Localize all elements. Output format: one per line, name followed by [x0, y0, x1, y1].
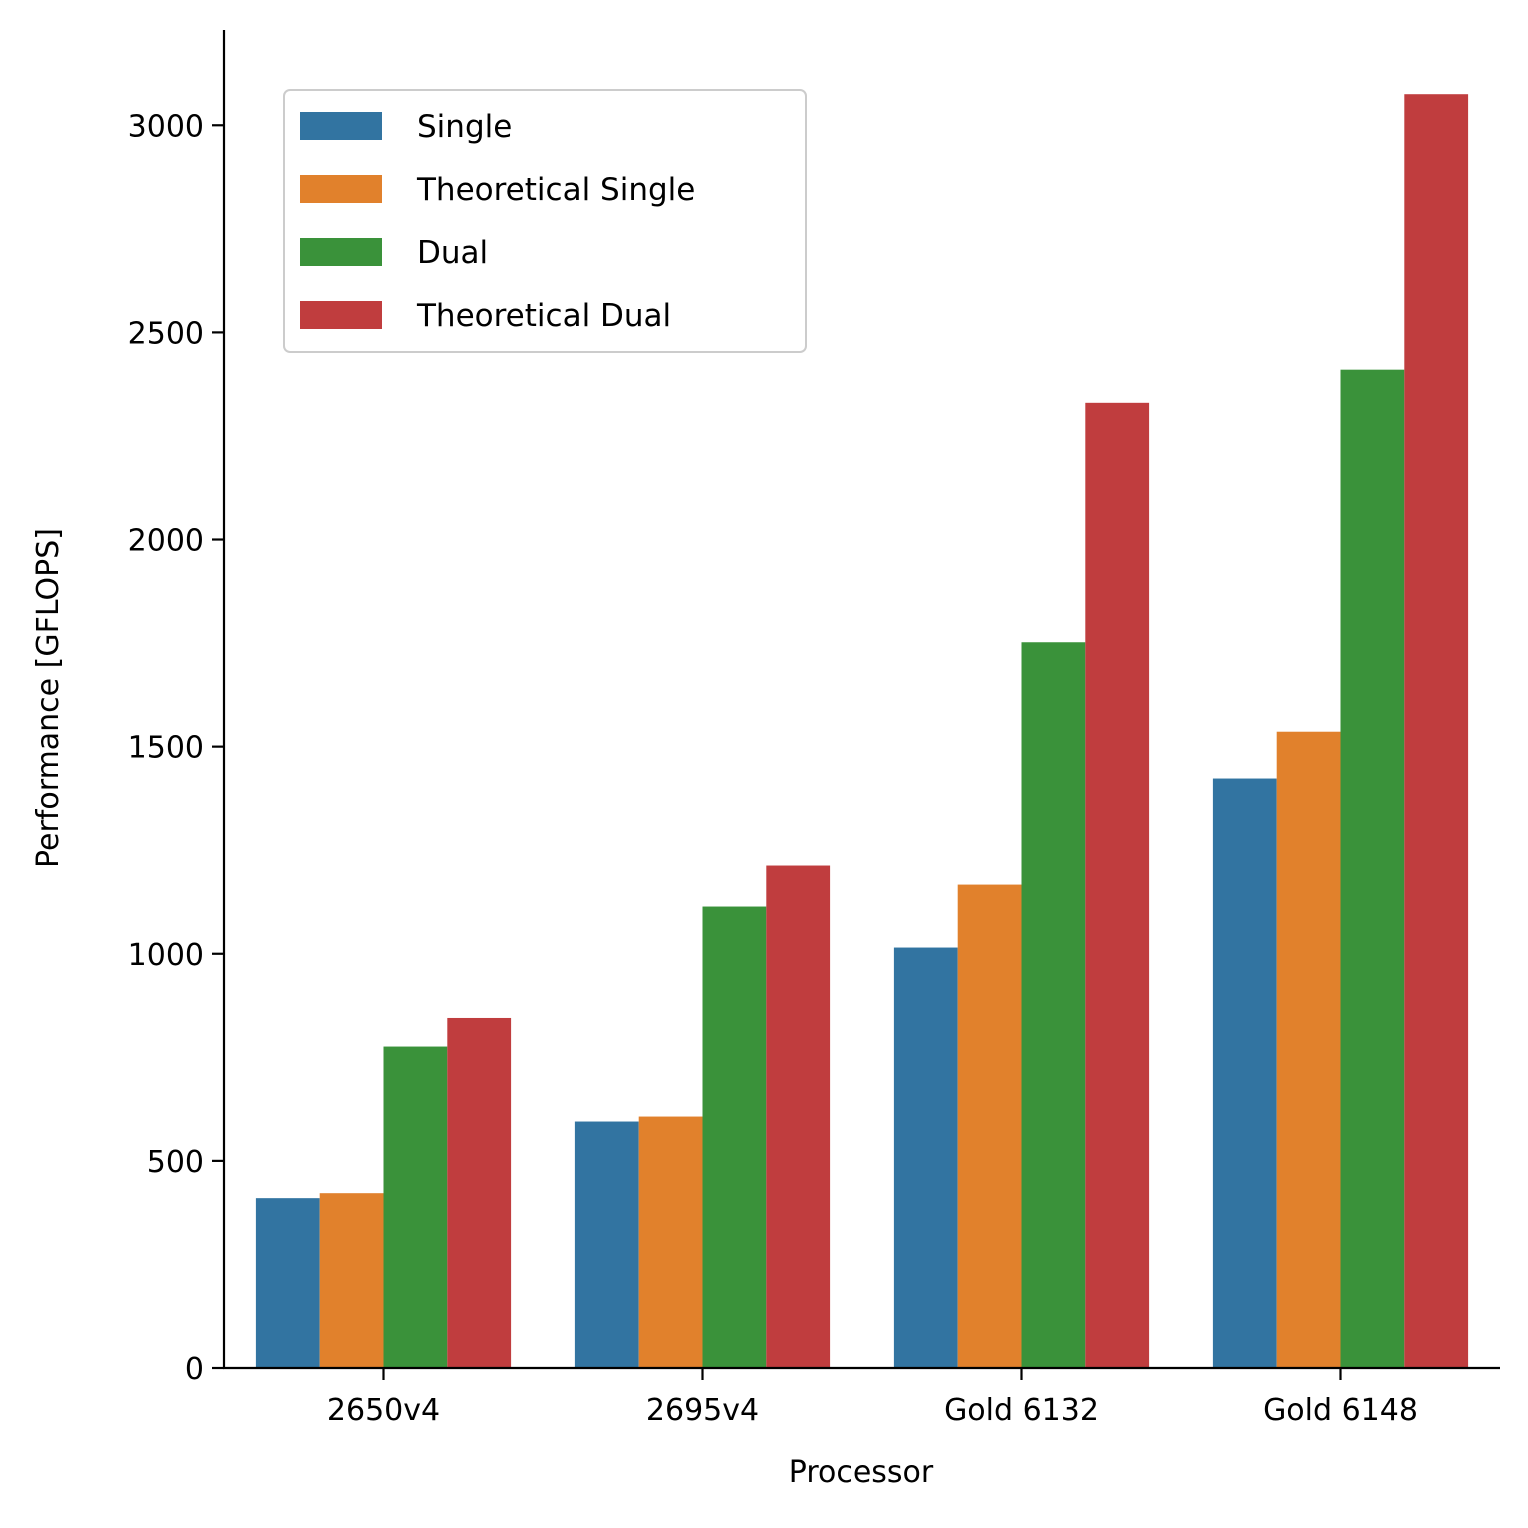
legend-frame: [283, 89, 807, 353]
bar-theoretical-single-2695v4: [638, 1116, 703, 1368]
bar-single-gold-6148: [1212, 778, 1277, 1368]
y-tick-label-1500: 1500: [128, 731, 204, 766]
legend-label-theoretical-dual: Theoretical Dual: [416, 298, 671, 334]
bar-dual-gold-6148: [1340, 369, 1405, 1369]
bar-single-2650v4: [255, 1198, 320, 1368]
bar-single-2695v4: [574, 1121, 639, 1368]
bar-theoretical-dual-2650v4: [447, 1017, 512, 1368]
x-axis-title: Processor: [789, 1455, 934, 1490]
legend-swatch-single: [300, 112, 382, 140]
legend-label-dual: Dual: [417, 235, 488, 271]
x-tick-label-2695v4: 2695v4: [646, 1393, 759, 1428]
y-tick-label-1000: 1000: [128, 938, 204, 973]
y-tick-label-2500: 2500: [128, 316, 204, 351]
y-tick-label-500: 500: [147, 1145, 204, 1180]
y-tick-label-0: 0: [185, 1352, 204, 1387]
y-axis-title: Performance [GFLOPS]: [31, 528, 66, 868]
bar-theoretical-dual-gold-6132: [1085, 402, 1150, 1368]
bar-theoretical-dual-2695v4: [766, 865, 831, 1368]
legend-label-theoretical-single: Theoretical Single: [416, 172, 695, 208]
bar-single-gold-6132: [893, 947, 958, 1368]
bar-dual-gold-6132: [1021, 642, 1086, 1368]
y-tick-label-2000: 2000: [128, 524, 204, 559]
legend-swatch-theoretical-single: [300, 175, 382, 203]
bars-group: [255, 94, 1469, 1369]
x-tick-label-2650v4: 2650v4: [327, 1393, 440, 1428]
bar-theoretical-dual-gold-6148: [1404, 94, 1469, 1369]
x-tick-label-gold-6132: Gold 6132: [944, 1393, 1099, 1428]
legend-swatch-theoretical-dual: [300, 301, 382, 329]
bar-theoretical-single-gold-6148: [1276, 731, 1341, 1368]
legend: Single Theoretical Single Dual Theoretical …: [283, 89, 807, 353]
bar-dual-2650v4: [383, 1046, 448, 1368]
x-tick-label-gold-6148: Gold 6148: [1263, 1393, 1418, 1428]
bar-theoretical-single-2650v4: [319, 1193, 384, 1368]
axes-group: 0 500 1000 1500 2000 2500 3000 2650v4 2695v4 Gold…: [128, 30, 1500, 1428]
legend-label-single: Single: [417, 109, 512, 145]
y-tick-label-3000: 3000: [128, 109, 204, 144]
bar-theoretical-single-gold-6132: [957, 884, 1022, 1368]
legend-swatch-dual: [300, 238, 382, 266]
bar-dual-2695v4: [702, 906, 767, 1368]
